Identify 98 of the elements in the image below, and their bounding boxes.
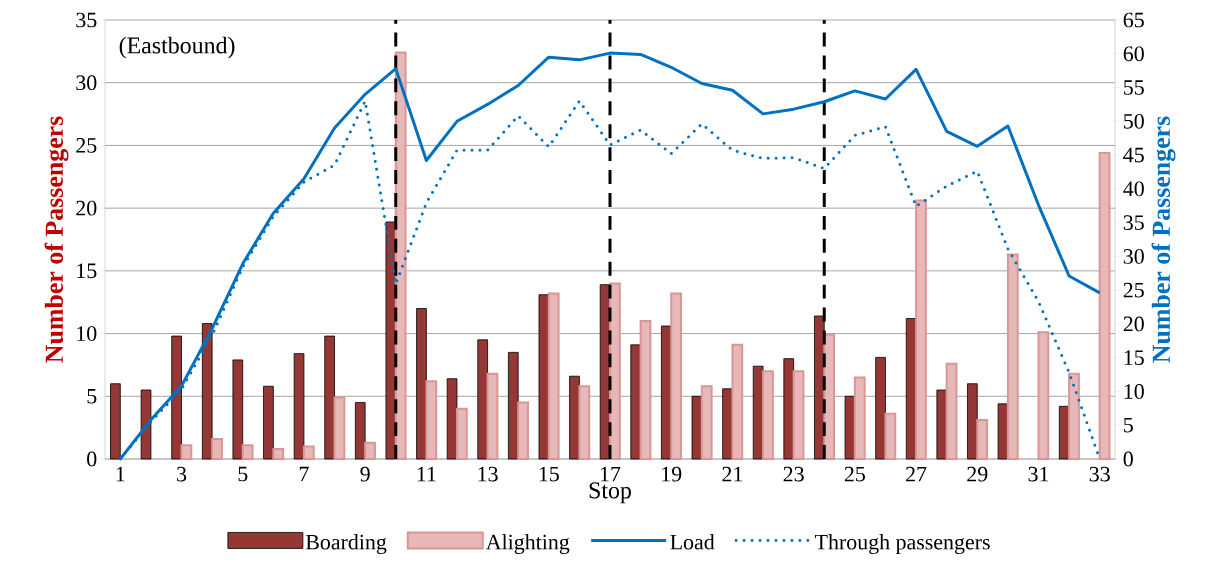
y-tick-label: 5 xyxy=(87,388,97,404)
bar xyxy=(691,395,703,460)
x-tick-label: 19 xyxy=(662,466,682,482)
bar xyxy=(936,389,948,460)
y2-tick-label: 45 xyxy=(1123,147,1144,163)
bar xyxy=(1068,372,1080,460)
bar xyxy=(731,343,744,460)
y2-tick-label: 0 xyxy=(1123,451,1133,467)
bar xyxy=(578,385,591,460)
bar xyxy=(425,380,438,460)
bar xyxy=(416,308,427,460)
y-tick-label: 0 xyxy=(87,451,97,467)
y2-tick-label: 20 xyxy=(1123,316,1144,332)
bar xyxy=(110,383,121,460)
bar xyxy=(609,282,621,460)
bar xyxy=(517,401,529,460)
bar xyxy=(302,445,315,460)
bar xyxy=(354,402,366,460)
legend-label: Boarding xyxy=(305,534,387,555)
y-tick-label: 20 xyxy=(76,200,97,216)
bar xyxy=(884,412,897,460)
bar xyxy=(967,383,978,460)
x-tick-label: 23 xyxy=(783,466,804,482)
bar xyxy=(446,378,458,460)
legend-label: Alighting xyxy=(485,534,570,555)
y-tick-label: 35 xyxy=(76,12,97,28)
bar xyxy=(639,320,652,460)
y2-tick-label: 30 xyxy=(1123,248,1144,264)
bar xyxy=(333,396,346,460)
x-tick-label: 9 xyxy=(360,466,370,482)
y-tick-label: 30 xyxy=(76,75,97,91)
bar xyxy=(547,292,560,460)
y2-tick-label: 5 xyxy=(1124,417,1133,433)
x-tick-label: 5 xyxy=(238,466,248,482)
bar xyxy=(171,335,182,460)
bar xyxy=(875,357,886,460)
y2-tick-label: 10 xyxy=(1124,384,1144,399)
bar xyxy=(1006,253,1019,460)
bar xyxy=(211,437,223,460)
x-axis-title: Stop xyxy=(589,482,631,504)
bar xyxy=(455,407,468,460)
bar xyxy=(853,376,866,460)
x-tick-label: 25 xyxy=(844,466,865,482)
y2-axis-title: Number of Passengers xyxy=(1151,116,1176,363)
bar xyxy=(364,441,376,460)
y2-tick-label: 35 xyxy=(1123,215,1144,230)
y2-tick-label: 40 xyxy=(1123,181,1144,197)
bar xyxy=(844,395,856,460)
y2-tick-label: 65 xyxy=(1123,12,1144,28)
legend-label: Load xyxy=(670,534,715,550)
bar xyxy=(272,447,285,460)
y-axis-title: Number of Passengers xyxy=(44,116,69,363)
x-tick-label: 15 xyxy=(539,466,559,482)
x-tick-label: 33 xyxy=(1089,466,1110,482)
x-tick-label: 13 xyxy=(478,466,498,482)
bar xyxy=(507,351,519,460)
x-tick-label: 17 xyxy=(600,466,621,482)
y-tick-label: 10 xyxy=(77,326,97,341)
legend-label: Through passengers xyxy=(815,534,990,555)
y-tick-label: 15 xyxy=(77,263,97,279)
bar xyxy=(477,339,488,460)
bar xyxy=(945,362,958,460)
bar xyxy=(700,385,713,460)
bar xyxy=(293,353,305,460)
bar xyxy=(538,294,550,460)
annotation: (Eastbound) xyxy=(119,36,235,59)
bar xyxy=(180,444,193,460)
y2-tick-label: 25 xyxy=(1123,282,1144,298)
bar xyxy=(976,419,989,460)
bar xyxy=(140,389,152,460)
y2-tick-label: 55 xyxy=(1124,80,1144,95)
y2-tick-label: 50 xyxy=(1124,113,1144,129)
y2-tick-label: 60 xyxy=(1123,46,1144,62)
bar xyxy=(630,344,642,460)
bar xyxy=(263,385,274,460)
bar xyxy=(201,323,213,460)
bar xyxy=(232,359,244,460)
y-tick-label: 25 xyxy=(76,138,97,153)
x-tick-label: 27 xyxy=(906,466,927,482)
x-tick-label: 3 xyxy=(177,466,187,482)
bar xyxy=(762,370,774,460)
x-tick-label: 1 xyxy=(116,466,125,482)
bar xyxy=(241,444,254,460)
x-tick-label: 7 xyxy=(299,466,309,482)
y2-tick-label: 15 xyxy=(1124,350,1144,366)
bar xyxy=(670,292,683,460)
bar xyxy=(1098,151,1111,460)
bar xyxy=(1037,331,1050,460)
bar xyxy=(324,335,335,460)
x-tick-label: 31 xyxy=(1028,466,1049,482)
x-tick-label: 11 xyxy=(417,466,436,482)
bar xyxy=(783,358,795,460)
x-tick-label: 29 xyxy=(967,466,988,482)
bar xyxy=(997,403,1009,460)
bar xyxy=(915,199,927,460)
bar xyxy=(486,372,499,460)
x-tick-label: 21 xyxy=(722,466,743,482)
bar xyxy=(792,370,805,460)
